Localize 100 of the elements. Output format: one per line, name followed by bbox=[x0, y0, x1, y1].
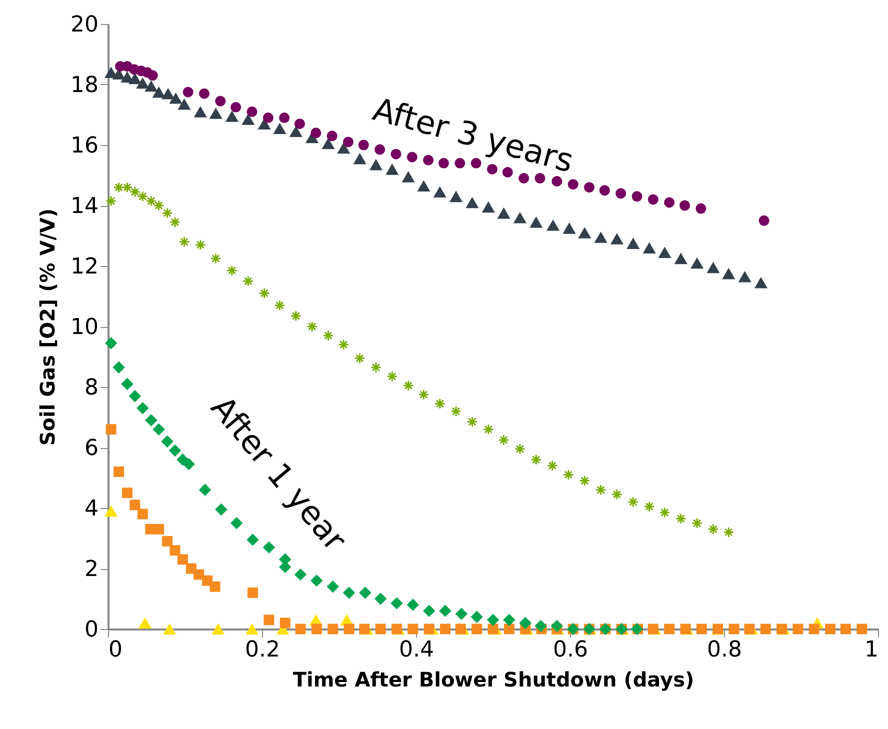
point bbox=[264, 614, 274, 626]
point bbox=[486, 614, 500, 626]
point bbox=[168, 444, 182, 457]
point bbox=[106, 424, 116, 435]
point bbox=[438, 158, 449, 168]
point bbox=[182, 458, 195, 470]
point bbox=[128, 390, 142, 402]
point bbox=[760, 624, 771, 634]
y-tick-label: 12 bbox=[70, 254, 98, 280]
point bbox=[242, 114, 255, 125]
point bbox=[722, 268, 736, 280]
point bbox=[648, 194, 658, 205]
point bbox=[455, 624, 466, 634]
point bbox=[162, 88, 175, 100]
point bbox=[658, 246, 672, 258]
point bbox=[644, 500, 655, 512]
x-tick-label: 1 bbox=[864, 638, 878, 662]
point bbox=[599, 185, 610, 196]
x-tick-label: 0 bbox=[108, 638, 122, 662]
point bbox=[648, 624, 658, 634]
point bbox=[212, 623, 225, 635]
point bbox=[147, 70, 158, 81]
point bbox=[408, 624, 418, 634]
point bbox=[758, 215, 770, 226]
point bbox=[808, 624, 820, 634]
point bbox=[144, 414, 158, 426]
point bbox=[114, 466, 124, 477]
point bbox=[611, 488, 622, 500]
point bbox=[246, 106, 258, 117]
point bbox=[306, 321, 318, 332]
point bbox=[417, 180, 430, 192]
point bbox=[708, 524, 719, 535]
point bbox=[696, 624, 707, 634]
point bbox=[562, 222, 576, 234]
point bbox=[825, 624, 836, 634]
point bbox=[169, 92, 182, 104]
point bbox=[138, 617, 152, 629]
point bbox=[472, 624, 482, 634]
point bbox=[534, 173, 546, 184]
point bbox=[358, 140, 369, 150]
y-tick-label: 18 bbox=[70, 73, 98, 98]
point bbox=[215, 503, 228, 516]
point bbox=[128, 72, 142, 84]
point bbox=[792, 624, 804, 634]
y-tick-label: 0 bbox=[84, 618, 98, 642]
point bbox=[290, 310, 302, 322]
point bbox=[584, 182, 594, 193]
point bbox=[369, 159, 382, 170]
point bbox=[595, 484, 606, 496]
x-tick-label: 0.8 bbox=[707, 638, 742, 662]
point bbox=[406, 152, 418, 162]
point bbox=[328, 624, 338, 634]
point bbox=[182, 86, 194, 98]
point bbox=[178, 236, 190, 248]
y-tick-label: 14 bbox=[70, 194, 98, 219]
point bbox=[450, 190, 463, 202]
point bbox=[170, 545, 180, 556]
point bbox=[675, 513, 686, 524]
point bbox=[104, 337, 118, 350]
point bbox=[450, 406, 462, 417]
y-tick-label: 4 bbox=[84, 496, 98, 522]
point bbox=[470, 610, 483, 624]
point bbox=[177, 554, 188, 565]
point bbox=[504, 624, 514, 634]
point bbox=[210, 252, 222, 264]
point bbox=[144, 80, 158, 92]
point bbox=[162, 208, 173, 219]
point bbox=[628, 496, 639, 508]
point bbox=[280, 618, 290, 628]
point bbox=[534, 620, 547, 632]
point bbox=[744, 624, 755, 634]
point bbox=[546, 460, 558, 472]
point bbox=[322, 138, 335, 150]
point bbox=[579, 475, 590, 486]
point bbox=[610, 233, 624, 244]
point bbox=[262, 112, 274, 124]
x-tick-label: 0.4 bbox=[399, 638, 434, 662]
point bbox=[664, 624, 675, 634]
point bbox=[455, 608, 468, 620]
y-tick-label: 10 bbox=[70, 315, 98, 340]
point bbox=[310, 574, 323, 587]
point bbox=[136, 402, 149, 414]
y-tick-label: 8 bbox=[84, 376, 98, 400]
point bbox=[274, 300, 286, 311]
point bbox=[423, 154, 434, 166]
point bbox=[754, 276, 768, 288]
point bbox=[433, 186, 446, 198]
point bbox=[706, 262, 720, 274]
point bbox=[194, 569, 204, 580]
point bbox=[513, 212, 526, 224]
point bbox=[106, 195, 117, 206]
point bbox=[562, 469, 574, 480]
point bbox=[552, 176, 562, 187]
point bbox=[392, 624, 402, 634]
point bbox=[776, 624, 787, 634]
point bbox=[337, 142, 350, 154]
point bbox=[690, 257, 704, 269]
point bbox=[454, 158, 466, 168]
point bbox=[674, 252, 688, 264]
point bbox=[242, 276, 254, 287]
